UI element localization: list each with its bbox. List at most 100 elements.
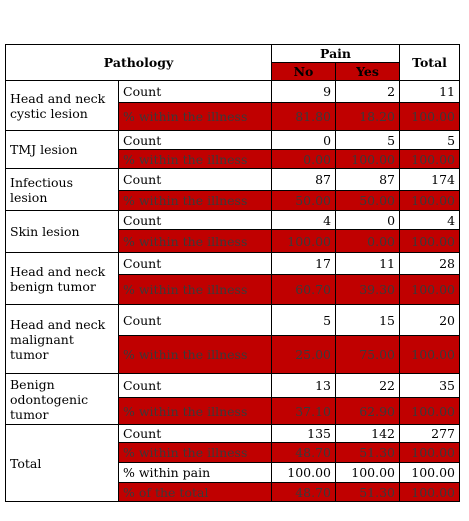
- pain-no-value: 100.00: [271, 462, 337, 483]
- pain-yes-value: 15: [335, 304, 401, 336]
- statistic-label: Count: [117, 252, 273, 275]
- header-pain-yes: Yes: [335, 62, 401, 81]
- statistic-label: % within the illness: [117, 102, 273, 131]
- pain-yes-value: 100.00: [335, 149, 401, 169]
- pain-yes-value: 39.30: [335, 274, 401, 305]
- total-value: 100.00: [399, 102, 461, 131]
- table-row: Infectious lesion Count 87 87 174: [5, 168, 461, 211]
- pain-no-value: 37.10: [271, 397, 337, 425]
- pain-no-value: 0: [271, 130, 337, 150]
- table-row: % within the illness 48.70 51.30 100.00: [6, 442, 461, 463]
- total-value: 277: [399, 424, 461, 443]
- pain-yes-value: 2: [335, 80, 401, 103]
- pain-yes-value: 100.00: [335, 462, 401, 483]
- pain-yes-value: 0: [335, 210, 401, 230]
- total-value: 100.00: [399, 397, 461, 425]
- pain-yes-value: 0.00: [335, 229, 401, 253]
- total-value: 100.00: [399, 462, 461, 483]
- pain-yes-value: 62.90: [335, 397, 401, 425]
- table-row: Benign odontogenic tumor Count 13 22 35: [5, 373, 461, 425]
- table-row: Skin lesion Count 4 0 4: [5, 210, 461, 253]
- pain-no-value: 5: [271, 304, 337, 336]
- pain-yes-value: 22: [335, 373, 401, 398]
- pain-yes-value: 18.20: [335, 102, 401, 131]
- pain-no-value: 9: [271, 80, 337, 103]
- statistic-label: % within the illness: [117, 335, 273, 374]
- statistic-label: % within the illness: [117, 397, 273, 425]
- pain-no-value: 135: [271, 424, 337, 443]
- pain-yes-value: 142: [335, 424, 401, 443]
- total-value: 100.00: [399, 149, 461, 169]
- pain-yes-value: 50.00: [335, 190, 401, 211]
- statistic-label: % of the total: [117, 482, 273, 502]
- pain-yes-value: 51.30: [335, 482, 401, 502]
- statistic-label: % within the illness: [117, 229, 273, 253]
- pathology-cell: Total: [5, 424, 119, 502]
- header-pathology: Pathology: [4, 44, 273, 81]
- statistic-label: Count: [117, 424, 273, 443]
- total-value: 100.00: [399, 335, 461, 374]
- crosstab-table: Pathology Pain Total No Yes Head and nec…: [4, 44, 461, 502]
- pain-no-value: 48.70: [271, 482, 337, 502]
- table-row: % of the total 48.70 51.30 100.00: [6, 482, 461, 502]
- total-value: 11: [399, 80, 461, 103]
- pain-no-value: 100.00: [271, 229, 337, 253]
- statistic-label: % within the illness: [117, 442, 273, 463]
- table-row: TMJ lesion Count 0 5 5: [5, 130, 461, 169]
- pain-yes-value: 75.00: [335, 335, 401, 374]
- pathology-cell: Infectious lesion: [5, 168, 119, 211]
- pathology-cell: Head and neck cystic lesion: [5, 80, 119, 131]
- total-value: 100.00: [399, 190, 461, 211]
- total-value: 174: [399, 168, 461, 191]
- header-total: Total: [399, 44, 461, 81]
- total-value: 100.00: [399, 274, 461, 305]
- total-value: 5: [399, 130, 461, 150]
- statistic-label: Count: [117, 304, 273, 336]
- statistic-label: Count: [117, 373, 273, 398]
- table-body: Head and neck cystic lesion Count 9 2 11% wi…: [5, 80, 461, 502]
- pathology-cell: Benign odontogenic tumor: [5, 373, 119, 425]
- pain-no-value: 0.00: [271, 149, 337, 169]
- pain-no-value: 48.70: [271, 442, 337, 463]
- header-pain: Pain: [271, 44, 401, 63]
- pain-yes-value: 87: [335, 168, 401, 191]
- table-row: % within the illness 37.10 62.90 100.00: [6, 397, 461, 425]
- pain-no-value: 4: [271, 210, 337, 230]
- total-value: 20: [399, 304, 461, 336]
- table-row: % within the illness 81.80 18.20 100.00: [6, 102, 461, 131]
- total-value: 4: [399, 210, 461, 230]
- pain-yes-value: 11: [335, 252, 401, 275]
- table-row: Total Count 135 142 277: [5, 424, 461, 502]
- statistic-label: % within the illness: [117, 149, 273, 169]
- table-row: % within the illness 0.00 100.00 100.00: [6, 149, 461, 169]
- table-row: % within the illness 60.70 39.30 100.00: [6, 274, 461, 305]
- pain-no-value: 25.00: [271, 335, 337, 374]
- table-row: Head and neck malignant tumor Count 5 15 20: [5, 304, 461, 374]
- total-value: 100.00: [399, 482, 461, 502]
- pathology-cell: TMJ lesion: [5, 130, 119, 169]
- pain-yes-value: 51.30: [335, 442, 401, 463]
- pain-no-value: 81.80: [271, 102, 337, 131]
- pathology-cell: Head and neck malignant tumor: [5, 304, 119, 374]
- total-value: 100.00: [399, 229, 461, 253]
- pain-no-value: 50.00: [271, 190, 337, 211]
- statistic-label: % within the illness: [117, 274, 273, 305]
- pathology-cell: Skin lesion: [5, 210, 119, 253]
- total-value: 100.00: [399, 442, 461, 463]
- statistic-label: Count: [117, 168, 273, 191]
- total-value: 35: [399, 373, 461, 398]
- table-row: % within the illness 25.00 75.00 100.00: [6, 335, 461, 374]
- statistic-label: % within the illness: [117, 190, 273, 211]
- header-pain-no: No: [271, 62, 337, 81]
- pain-no-value: 17: [271, 252, 337, 275]
- pain-yes-value: 5: [335, 130, 401, 150]
- table-row: % within the illness 100.00 0.00 100.00: [6, 229, 461, 253]
- pain-no-value: 60.70: [271, 274, 337, 305]
- table-row: Head and neck benign tumor Count 17 11 28: [5, 252, 461, 305]
- table-row: Head and neck cystic lesion Count 9 2 11: [5, 80, 461, 131]
- pathology-cell: Head and neck benign tumor: [5, 252, 119, 305]
- pain-no-value: 13: [271, 373, 337, 398]
- statistic-label: Count: [117, 80, 273, 103]
- total-value: 28: [399, 252, 461, 275]
- pain-no-value: 87: [271, 168, 337, 191]
